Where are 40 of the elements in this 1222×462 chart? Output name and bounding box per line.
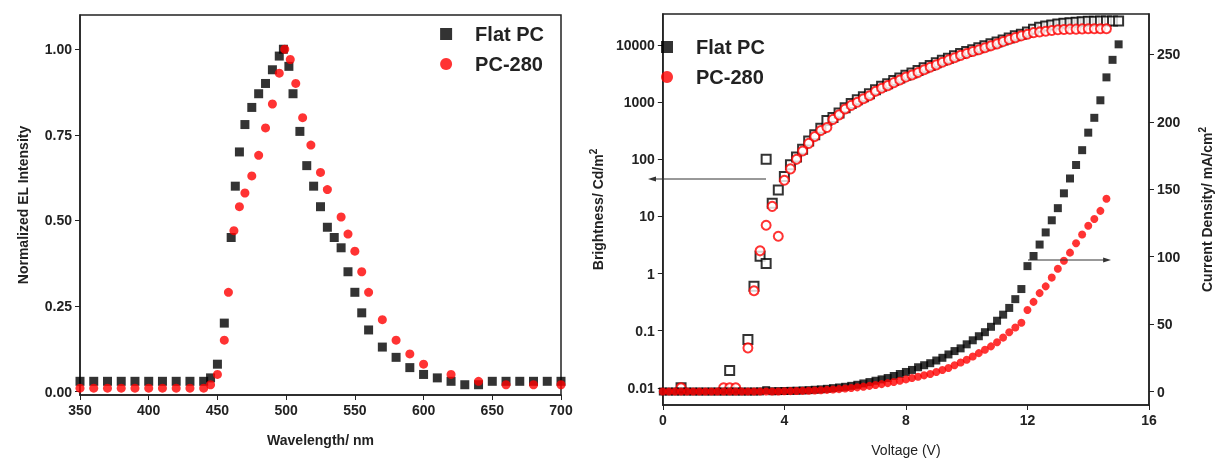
x-tick-label: 700 — [549, 402, 573, 418]
x-tick-label: 4 — [780, 412, 789, 428]
legend-label: Flat PC — [475, 23, 545, 45]
x-tick-label: 450 — [205, 402, 230, 418]
y2-axis-title: Current Density/ mA/cm2 — [1196, 126, 1215, 293]
y-tick-label: 10000 — [615, 37, 656, 54]
y-axis-title: Normalized EL Intensity — [15, 125, 31, 285]
y-tick-label: 10 — [639, 208, 656, 225]
y-tick-label: 0.1 — [635, 322, 656, 339]
x-tick-label: 600 — [411, 402, 436, 418]
x-axis-title: Wavelength/ nm — [267, 432, 374, 448]
y-tick-label: 0.75 — [44, 126, 73, 143]
legend-label: Flat PC — [696, 36, 765, 58]
x-tick-label: 400 — [137, 402, 161, 418]
y-tick-label: 0.50 — [44, 212, 73, 229]
x-tick-label: 12 — [1019, 412, 1036, 428]
x-axis-title: Voltage (V) — [871, 442, 941, 458]
x-tick-label: 0 — [658, 412, 667, 428]
legend-label: PC-280 — [475, 53, 543, 75]
y2-tick-label: 100 — [1157, 248, 1181, 265]
x-tick-label: 500 — [274, 402, 299, 418]
y-axis-title: Brightness/ Cd/m2 — [587, 148, 606, 271]
y-tick-label: 0.01 — [627, 379, 656, 396]
y2-tick-label: 200 — [1157, 113, 1181, 130]
y-tick-label: 100 — [631, 151, 656, 168]
x-tick-label: 350 — [68, 402, 92, 418]
y2-tick-label: 0 — [1157, 383, 1165, 400]
y-tick-label: 1 — [647, 265, 656, 282]
x-tick-label: 8 — [902, 412, 911, 428]
x-tick-label: 650 — [480, 402, 505, 418]
legend-label: PC-280 — [696, 66, 764, 88]
x-tick-label: 16 — [1141, 412, 1157, 428]
y-tick-label: 1.00 — [44, 41, 73, 58]
y-tick-label: 0.00 — [44, 383, 73, 400]
y2-tick-label: 50 — [1157, 316, 1173, 333]
y-tick-label: 1000 — [623, 94, 656, 111]
y-tick-label: 0.25 — [44, 297, 73, 314]
y2-tick-label: 250 — [1157, 46, 1181, 63]
y2-tick-label: 150 — [1157, 181, 1181, 198]
x-tick-label: 550 — [343, 402, 367, 418]
